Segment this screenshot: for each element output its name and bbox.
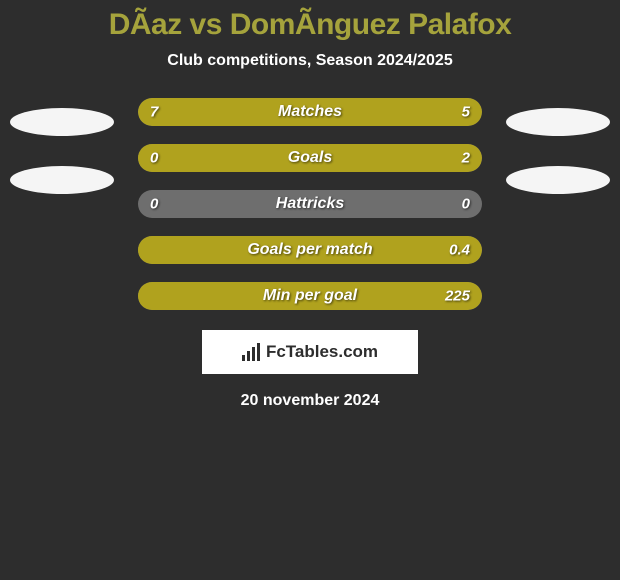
stat-value-left: 7 bbox=[150, 104, 158, 121]
left-avatars bbox=[10, 98, 114, 194]
avatar-left-1 bbox=[10, 108, 114, 136]
stat-value-left: 0 bbox=[150, 196, 158, 213]
stat-value-left: 0 bbox=[150, 150, 158, 167]
comparison-container: DÃ­az vs DomÃ­nguez Palafox Club competi… bbox=[0, 0, 620, 410]
stat-label: Matches bbox=[278, 103, 342, 121]
brand-box[interactable]: FcTables.com bbox=[202, 330, 418, 374]
stat-bar-matches: 7 Matches 5 bbox=[138, 98, 482, 126]
stat-bar-hattricks: 0 Hattricks 0 bbox=[138, 190, 482, 218]
stat-label: Goals per match bbox=[247, 241, 372, 259]
avatar-left-2 bbox=[10, 166, 114, 194]
avatar-right-1 bbox=[506, 108, 610, 136]
stat-value-right: 225 bbox=[445, 288, 470, 305]
page-title: DÃ­az vs DomÃ­nguez Palafox bbox=[0, 8, 620, 42]
date-text: 20 november 2024 bbox=[0, 392, 620, 410]
stat-value-right: 5 bbox=[462, 104, 470, 121]
right-avatars bbox=[506, 98, 610, 194]
chart-icon bbox=[242, 343, 260, 361]
stat-label: Goals bbox=[288, 149, 332, 167]
stat-value-right: 2 bbox=[462, 150, 470, 167]
stat-bar-goals: 0 Goals 2 bbox=[138, 144, 482, 172]
stat-label: Min per goal bbox=[263, 287, 357, 305]
subtitle: Club competitions, Season 2024/2025 bbox=[0, 52, 620, 70]
stat-label: Hattricks bbox=[276, 195, 344, 213]
stat-value-right: 0.4 bbox=[449, 242, 470, 259]
stats-area: 7 Matches 5 0 Goals 2 0 Hattricks 0 bbox=[0, 98, 620, 310]
stat-bar-goals-per-match: Goals per match 0.4 bbox=[138, 236, 482, 264]
brand-text: FcTables.com bbox=[266, 342, 378, 362]
stat-bar-min-per-goal: Min per goal 225 bbox=[138, 282, 482, 310]
stat-value-right: 0 bbox=[462, 196, 470, 213]
avatar-right-2 bbox=[506, 166, 610, 194]
stat-fill-right bbox=[339, 98, 482, 126]
bars-column: 7 Matches 5 0 Goals 2 0 Hattricks 0 bbox=[138, 98, 482, 310]
